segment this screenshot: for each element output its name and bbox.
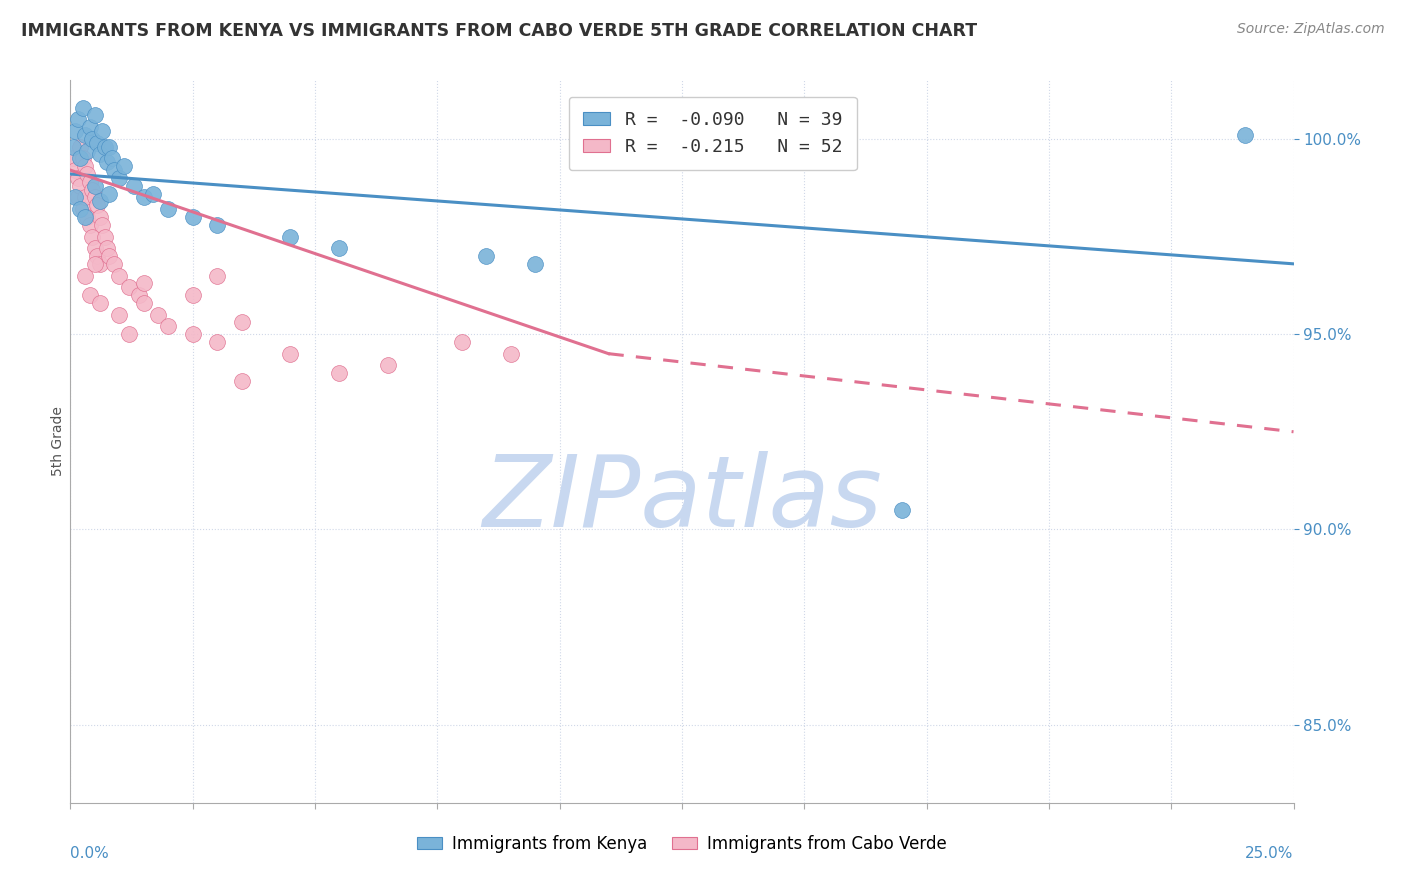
Point	[69, 139, 91, 153]
Point	[79, 120, 101, 135]
Point	[205, 334, 228, 349]
Point	[93, 229, 115, 244]
Point	[73, 268, 96, 283]
Point	[73, 210, 96, 224]
Point	[96, 155, 118, 169]
Text: Source: ZipAtlas.com: Source: ZipAtlas.com	[1237, 22, 1385, 37]
Point	[69, 178, 91, 193]
Point	[118, 327, 141, 342]
Point	[76, 210, 98, 224]
Point	[79, 218, 101, 232]
Point	[96, 241, 118, 255]
Point	[89, 257, 111, 271]
Point	[79, 175, 101, 189]
Point	[93, 139, 115, 153]
Point	[76, 167, 98, 181]
Point	[157, 319, 180, 334]
Point	[62, 139, 84, 153]
Point	[101, 152, 124, 166]
Point	[86, 136, 108, 150]
Point	[328, 241, 350, 255]
Point	[181, 210, 204, 224]
Point	[83, 178, 105, 193]
Point	[83, 257, 105, 271]
Point	[1233, 128, 1256, 142]
Point	[181, 327, 204, 342]
Point	[89, 147, 111, 161]
Point	[69, 202, 91, 216]
Point	[148, 308, 170, 322]
Point	[89, 194, 111, 209]
Point	[82, 229, 104, 244]
Point	[72, 101, 94, 115]
Point	[76, 144, 98, 158]
Point	[63, 190, 86, 204]
Text: 25.0%: 25.0%	[1246, 847, 1294, 861]
Point	[108, 308, 131, 322]
Point	[86, 198, 108, 212]
Point	[118, 280, 141, 294]
Point	[73, 128, 96, 142]
Text: IMMIGRANTS FROM KENYA VS IMMIGRANTS FROM CABO VERDE 5TH GRADE CORRELATION CHART: IMMIGRANTS FROM KENYA VS IMMIGRANTS FROM…	[21, 22, 977, 40]
Point	[524, 257, 547, 271]
Point	[112, 159, 135, 173]
Point	[66, 112, 89, 127]
Y-axis label: 5th Grade: 5th Grade	[51, 407, 65, 476]
Point	[72, 202, 94, 216]
Point	[82, 183, 104, 197]
Point	[66, 190, 89, 204]
Point	[122, 178, 145, 193]
Point	[108, 268, 131, 283]
Point	[377, 359, 399, 373]
Point	[280, 229, 302, 244]
Point	[132, 190, 155, 204]
Point	[280, 346, 302, 360]
Point	[231, 374, 253, 388]
Point	[89, 296, 111, 310]
Point	[205, 268, 228, 283]
Point	[79, 288, 101, 302]
Point	[475, 249, 498, 263]
Point	[499, 346, 522, 360]
Point	[142, 186, 165, 201]
Point	[891, 503, 914, 517]
Point	[72, 152, 94, 166]
Point	[132, 296, 155, 310]
Point	[103, 257, 125, 271]
Point	[83, 190, 105, 204]
Point	[98, 249, 121, 263]
Point	[86, 249, 108, 263]
Point	[66, 170, 89, 185]
Point	[231, 315, 253, 329]
Point	[98, 186, 121, 201]
Point	[73, 159, 96, 173]
Point	[450, 334, 472, 349]
Point	[73, 190, 96, 204]
Point	[695, 139, 717, 153]
Point	[132, 277, 155, 291]
Point	[108, 170, 131, 185]
Point	[103, 163, 125, 178]
Text: ZIPatlas: ZIPatlas	[482, 450, 882, 548]
Point	[91, 218, 114, 232]
Point	[62, 152, 84, 166]
Point	[98, 139, 121, 153]
Legend: Immigrants from Kenya, Immigrants from Cabo Verde: Immigrants from Kenya, Immigrants from C…	[411, 828, 953, 860]
Point	[181, 288, 204, 302]
Point	[328, 366, 350, 380]
Point	[82, 132, 104, 146]
Point	[63, 163, 86, 178]
Point	[69, 152, 91, 166]
Text: 0.0%: 0.0%	[70, 847, 110, 861]
Point	[205, 218, 228, 232]
Point	[157, 202, 180, 216]
Point	[63, 124, 86, 138]
Point	[83, 108, 105, 122]
Point	[128, 288, 150, 302]
Point	[91, 124, 114, 138]
Point	[83, 241, 105, 255]
Point	[89, 210, 111, 224]
